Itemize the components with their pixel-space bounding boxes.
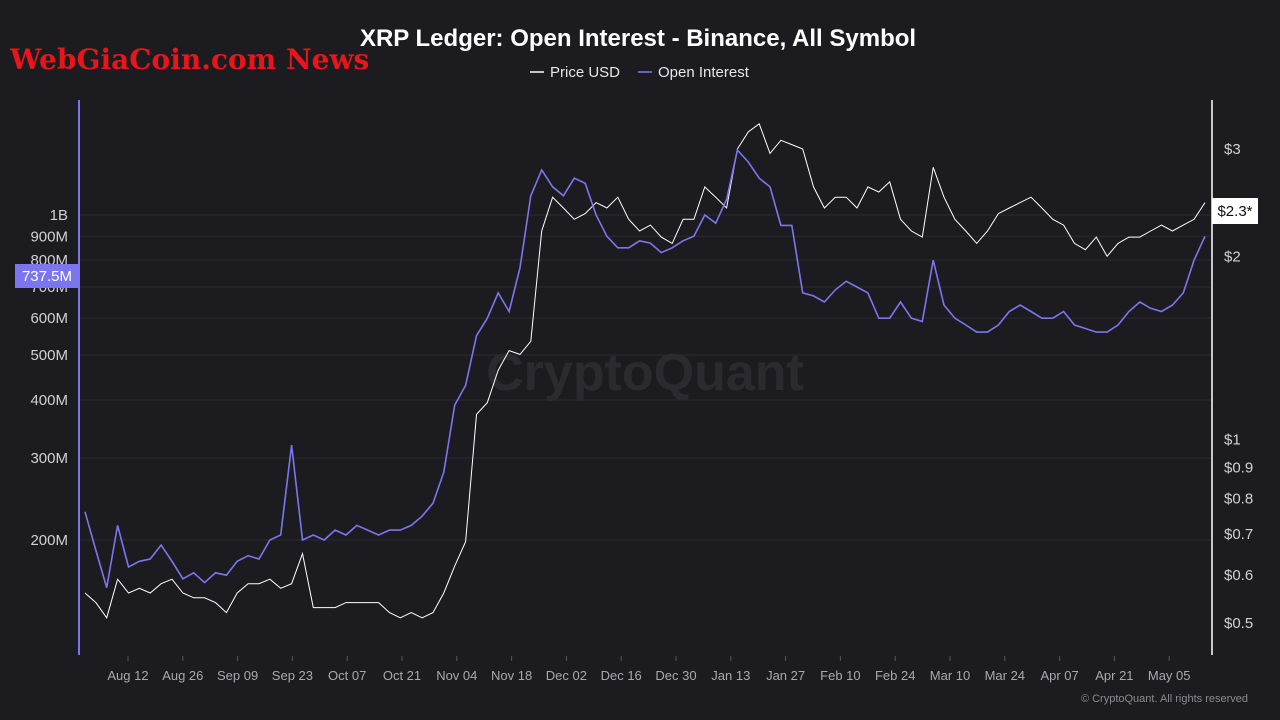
x-tick-label: Feb 10 bbox=[820, 668, 860, 683]
x-tick-label: Sep 09 bbox=[217, 668, 258, 683]
x-tick-label: Aug 26 bbox=[162, 668, 203, 683]
x-tick-label: May 05 bbox=[1148, 668, 1191, 683]
copyright-text: © CryptoQuant. All rights reserved bbox=[1081, 693, 1248, 705]
x-tick-label: Mar 24 bbox=[985, 668, 1025, 683]
x-tick-label: Apr 21 bbox=[1095, 668, 1133, 683]
right-tick-label: $0.5 bbox=[1224, 615, 1253, 632]
legend-price-label[interactable]: Price USD bbox=[550, 64, 620, 81]
right-tick-label: $0.8 bbox=[1224, 491, 1253, 508]
left-tick-label: 1B bbox=[50, 207, 68, 224]
left-tick-label: 900M bbox=[30, 228, 68, 245]
open-interest-series-line bbox=[84, 148, 1206, 588]
x-tick-label: Feb 24 bbox=[875, 668, 915, 683]
x-tick-label: Jan 27 bbox=[766, 668, 805, 683]
x-tick-label: Mar 10 bbox=[930, 668, 970, 683]
right-tick-label: $2 bbox=[1224, 248, 1241, 265]
right-axis-ticks: $0.5 $0.6 $0.7 $0.8 $0.9 $1 $2 $3 bbox=[1224, 141, 1253, 632]
x-tick-label: Oct 07 bbox=[328, 668, 366, 683]
x-tick-label: Nov 18 bbox=[491, 668, 532, 683]
chart-title: XRP Ledger: Open Interest - Binance, All… bbox=[360, 25, 916, 52]
left-axis-ticks: 200M300M400M500M600M700M800M900M1B bbox=[30, 207, 68, 549]
x-tick-label: Aug 12 bbox=[107, 668, 148, 683]
x-tick-label: Dec 16 bbox=[601, 668, 642, 683]
left-tick-label: 300M bbox=[30, 450, 68, 467]
x-tick-label: Nov 04 bbox=[436, 668, 477, 683]
left-tick-label: 400M bbox=[30, 392, 68, 409]
cryptoquant-watermark: CryptoQuant bbox=[486, 344, 804, 402]
right-tick-label: $0.6 bbox=[1224, 567, 1253, 584]
left-tick-label: 500M bbox=[30, 347, 68, 364]
oi-current-badge: 737.5M bbox=[15, 264, 79, 288]
oi-current-label: 737.5M bbox=[22, 268, 72, 285]
right-tick-label: $0.7 bbox=[1224, 526, 1253, 543]
x-tick-label: Sep 23 bbox=[272, 668, 313, 683]
price-series-line bbox=[84, 122, 1206, 619]
right-tick-label: $3 bbox=[1224, 141, 1241, 158]
left-tick-label: 600M bbox=[30, 310, 68, 327]
news-watermark: WebGiaCoin.com News bbox=[9, 43, 369, 76]
legend-oi-label[interactable]: Open Interest bbox=[658, 64, 750, 81]
gridlines bbox=[80, 214, 1211, 541]
right-tick-label: $0.9 bbox=[1224, 460, 1253, 477]
x-tick-label: Dec 02 bbox=[546, 668, 587, 683]
x-tick-label: Oct 21 bbox=[383, 668, 421, 683]
x-tick-label: Apr 07 bbox=[1040, 668, 1078, 683]
price-current-label: $2.3* bbox=[1217, 203, 1252, 220]
left-tick-label: 200M bbox=[30, 532, 68, 549]
x-axis-ticks: Aug 12 Aug 26 Sep 09 Sep 23 Oct 07 Oct 21 Nov … bbox=[107, 656, 1191, 683]
price-current-badge: $2.3* bbox=[1212, 198, 1258, 224]
x-tick-label: Dec 30 bbox=[655, 668, 696, 683]
x-tick-label: Jan 13 bbox=[711, 668, 750, 683]
right-tick-label: $1 bbox=[1224, 432, 1241, 449]
